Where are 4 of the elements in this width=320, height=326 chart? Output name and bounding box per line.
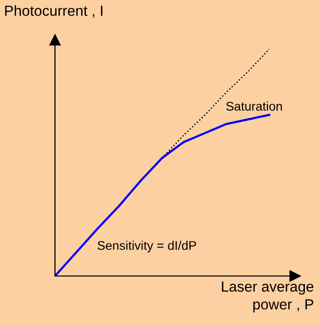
x-axis-title: Laser average power , P	[222, 282, 314, 312]
annotation: Saturation	[226, 102, 282, 111]
annotation: Sensitivity = dI/dP	[98, 240, 196, 252]
y-axis-title: Photocurrent , I	[5, 5, 102, 18]
